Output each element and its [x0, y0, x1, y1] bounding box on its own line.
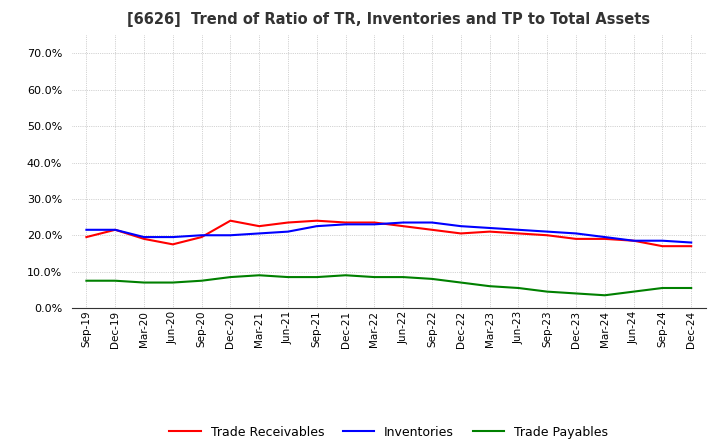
Trade Payables: [140, 280, 148, 285]
Trade Receivables: [485, 229, 494, 234]
Inventories: [543, 229, 552, 234]
Inventories: [197, 233, 206, 238]
Trade Payables: [197, 278, 206, 283]
Inventories: [572, 231, 580, 236]
Inventories: [658, 238, 667, 243]
Trade Receivables: [687, 243, 696, 249]
Inventories: [370, 222, 379, 227]
Trade Payables: [370, 275, 379, 280]
Trade Receivables: [284, 220, 292, 225]
Trade Receivables: [226, 218, 235, 224]
Trade Payables: [658, 286, 667, 291]
Trade Receivables: [312, 218, 321, 224]
Inventories: [82, 227, 91, 232]
Inventories: [284, 229, 292, 234]
Line: Trade Receivables: Trade Receivables: [86, 221, 691, 246]
Trade Payables: [485, 283, 494, 289]
Trade Receivables: [572, 236, 580, 242]
Trade Receivables: [629, 238, 638, 243]
Trade Receivables: [658, 243, 667, 249]
Trade Receivables: [370, 220, 379, 225]
Inventories: [168, 235, 177, 240]
Legend: Trade Receivables, Inventories, Trade Payables: Trade Receivables, Inventories, Trade Pa…: [164, 421, 613, 440]
Trade Receivables: [111, 227, 120, 232]
Trade Payables: [600, 293, 609, 298]
Trade Payables: [111, 278, 120, 283]
Trade Payables: [226, 275, 235, 280]
Inventories: [600, 235, 609, 240]
Trade Receivables: [456, 231, 465, 236]
Trade Payables: [399, 275, 408, 280]
Trade Receivables: [399, 224, 408, 229]
Title: [6626]  Trend of Ratio of TR, Inventories and TP to Total Assets: [6626] Trend of Ratio of TR, Inventories…: [127, 12, 650, 27]
Trade Payables: [341, 273, 350, 278]
Trade Receivables: [140, 236, 148, 242]
Trade Payables: [168, 280, 177, 285]
Inventories: [485, 225, 494, 231]
Trade Receivables: [428, 227, 436, 232]
Inventories: [399, 220, 408, 225]
Trade Receivables: [82, 235, 91, 240]
Inventories: [140, 235, 148, 240]
Trade Payables: [543, 289, 552, 294]
Trade Payables: [514, 286, 523, 291]
Inventories: [226, 233, 235, 238]
Inventories: [428, 220, 436, 225]
Trade Receivables: [168, 242, 177, 247]
Trade Payables: [82, 278, 91, 283]
Trade Payables: [629, 289, 638, 294]
Trade Payables: [687, 286, 696, 291]
Trade Payables: [428, 276, 436, 282]
Line: Trade Payables: Trade Payables: [86, 275, 691, 295]
Trade Receivables: [255, 224, 264, 229]
Trade Payables: [284, 275, 292, 280]
Inventories: [312, 224, 321, 229]
Inventories: [255, 231, 264, 236]
Trade Receivables: [341, 220, 350, 225]
Inventories: [687, 240, 696, 245]
Inventories: [341, 222, 350, 227]
Inventories: [514, 227, 523, 232]
Trade Receivables: [514, 231, 523, 236]
Inventories: [456, 224, 465, 229]
Trade Receivables: [543, 233, 552, 238]
Trade Receivables: [600, 236, 609, 242]
Inventories: [111, 227, 120, 232]
Trade Payables: [312, 275, 321, 280]
Trade Receivables: [197, 235, 206, 240]
Trade Payables: [255, 273, 264, 278]
Trade Payables: [572, 291, 580, 296]
Inventories: [629, 238, 638, 243]
Trade Payables: [456, 280, 465, 285]
Line: Inventories: Inventories: [86, 223, 691, 242]
